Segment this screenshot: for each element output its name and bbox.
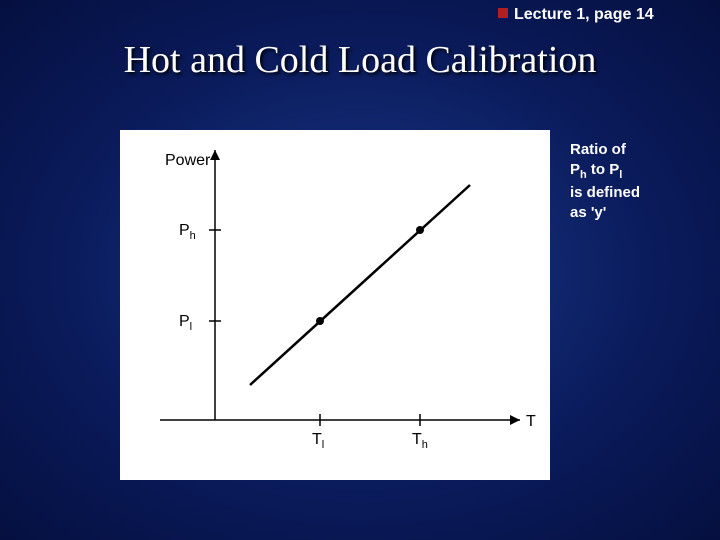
sidebar-mid: to (587, 161, 610, 178)
page-title: Hot and Cold Load Calibration (0, 38, 720, 82)
calibration-chart: Power T Ph Pl Tl Th (120, 130, 550, 480)
sidebar-ph-sub: h (580, 169, 587, 181)
sidebar-ph: P (570, 161, 580, 178)
sidebar-definition: Ratio of Ph to Pl is defined as 'y' (570, 140, 640, 224)
svg-text:T: T (526, 413, 536, 430)
sidebar-line3: is defined (570, 184, 640, 201)
sidebar-pl-sub: l (619, 169, 622, 181)
sidebar-line1: Ratio of (570, 141, 626, 158)
svg-text:Th: Th (412, 431, 428, 451)
sidebar-pl: P (609, 161, 619, 178)
svg-text:Tl: Tl (312, 431, 324, 451)
header-bullet (498, 8, 508, 18)
svg-text:Power: Power (165, 152, 211, 169)
header-text: Lecture 1, page 14 (514, 6, 654, 24)
sidebar-line4: as 'y' (570, 204, 606, 221)
svg-text:Ph: Ph (179, 222, 196, 242)
svg-text:Pl: Pl (179, 313, 192, 333)
chart-container: Power T Ph Pl Tl Th (120, 130, 550, 480)
